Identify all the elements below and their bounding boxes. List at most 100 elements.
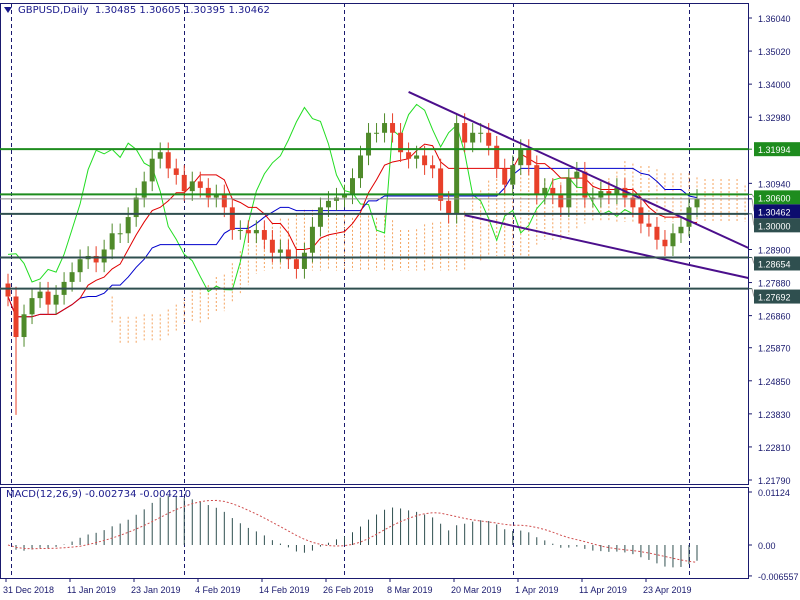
bull-candle xyxy=(109,233,115,250)
bull-candle xyxy=(350,178,355,195)
macd-signal-line xyxy=(7,499,698,563)
date-axis-label: 14 Feb 2019 xyxy=(259,585,310,595)
date-axis-label: 31 Dec 2018 xyxy=(3,585,54,595)
price-level-label: 1.30462 xyxy=(758,207,791,217)
label-leader xyxy=(751,198,755,212)
bull-candle xyxy=(382,123,388,133)
macd-pane-frame xyxy=(0,487,749,579)
bear-candle xyxy=(398,132,404,153)
bull-candle xyxy=(542,187,548,195)
date-axis-label: 1 Apr 2019 xyxy=(515,585,559,595)
bull-candle xyxy=(77,259,83,273)
bull-candle xyxy=(694,198,700,208)
bull-candle xyxy=(101,249,107,263)
bear-candle xyxy=(438,168,444,201)
bull-candle xyxy=(358,155,364,179)
bull-candle xyxy=(566,178,572,208)
bull-candle xyxy=(341,194,347,198)
bear-candle xyxy=(654,226,660,240)
bear-candle xyxy=(630,197,636,208)
macd-axis-label: 0.00 xyxy=(758,541,776,551)
price-level-label: 1.28654 xyxy=(758,259,791,269)
bear-candle xyxy=(622,187,628,198)
bull-candle xyxy=(478,132,484,134)
price-axis-label: 1.34000 xyxy=(758,80,791,90)
bear-candle xyxy=(293,259,299,269)
date-axis-label: 23 Jan 2019 xyxy=(131,585,181,595)
price-axis-label: 1.27880 xyxy=(758,279,791,289)
bear-candle xyxy=(406,152,412,159)
date-axis-label: 26 Feb 2019 xyxy=(323,585,374,595)
low-price: 1.30395 xyxy=(183,5,226,16)
bear-candle xyxy=(261,230,267,240)
bull-candle xyxy=(117,233,123,235)
trendline xyxy=(464,214,749,279)
symbol-menu-icon[interactable] xyxy=(4,7,12,13)
bear-candle xyxy=(638,207,644,224)
price-level-label: 1.31994 xyxy=(758,145,791,155)
trendline xyxy=(408,91,749,249)
bull-candle xyxy=(237,230,243,232)
price-level-badge xyxy=(754,289,800,304)
bull-candle xyxy=(21,314,27,338)
tenkan-sen-line xyxy=(7,143,698,318)
bear-candle xyxy=(422,155,428,166)
bear-candle xyxy=(221,194,227,208)
bull-candle xyxy=(454,123,460,214)
label-leader xyxy=(751,257,755,264)
price-axis-label: 1.28900 xyxy=(758,245,791,255)
bull-candle xyxy=(470,132,476,143)
bull-candle xyxy=(590,197,596,199)
bull-candle xyxy=(301,252,307,269)
price-level-badge xyxy=(754,218,800,233)
bull-candle xyxy=(518,148,524,166)
price-level-badge xyxy=(754,256,800,271)
close-price: 1.30462 xyxy=(228,5,270,16)
label-leader xyxy=(751,194,755,198)
bear-candle xyxy=(550,187,556,195)
bull-candle xyxy=(53,294,59,305)
bear-candle xyxy=(558,194,564,208)
bear-candle xyxy=(197,181,203,188)
bear-candle xyxy=(229,207,235,231)
bull-candle xyxy=(686,207,692,227)
bear-candle xyxy=(446,200,452,214)
price-axis-label: 1.25870 xyxy=(758,344,791,354)
price-axis-label: 1.21790 xyxy=(758,476,791,486)
date-axis-label: 20 Mar 2019 xyxy=(451,585,502,595)
date-axis-label: 4 Feb 2019 xyxy=(195,585,241,595)
bear-candle xyxy=(165,152,171,169)
bear-candle xyxy=(502,168,508,185)
bear-candle xyxy=(430,165,436,169)
bull-candle xyxy=(574,171,580,179)
label-leader xyxy=(751,213,755,226)
price-axis-label: 1.26860 xyxy=(758,312,791,322)
bear-candle xyxy=(646,223,652,227)
bull-candle xyxy=(317,207,323,227)
bull-candle xyxy=(670,233,676,247)
bull-candle xyxy=(141,181,147,198)
bull-candle xyxy=(366,132,372,156)
bear-candle xyxy=(494,145,500,169)
macd-axis-label: -0.006557 xyxy=(758,572,799,582)
price-axis-label: 1.23830 xyxy=(758,410,791,420)
high-price: 1.30605 xyxy=(139,5,181,16)
date-axis-label: 11 Jan 2019 xyxy=(67,585,116,595)
price-level-label: 1.30600 xyxy=(758,193,791,203)
macd-axis-label: 0.01124 xyxy=(758,488,790,498)
bull-candle xyxy=(325,200,331,208)
price-level-badge xyxy=(754,204,800,219)
bear-candle xyxy=(526,148,532,166)
price-axis-label: 1.36040 xyxy=(758,14,791,24)
bear-candle xyxy=(582,171,588,198)
price-level-label: 1.27692 xyxy=(758,293,791,303)
bear-candle xyxy=(390,123,396,133)
bear-candle xyxy=(205,187,211,198)
bear-candle xyxy=(245,230,251,234)
bull-candle xyxy=(309,226,315,253)
bull-candle xyxy=(614,187,620,195)
bear-candle xyxy=(13,296,19,338)
date-axis-label: 11 Apr 2019 xyxy=(579,585,627,595)
bear-candle xyxy=(662,239,668,247)
